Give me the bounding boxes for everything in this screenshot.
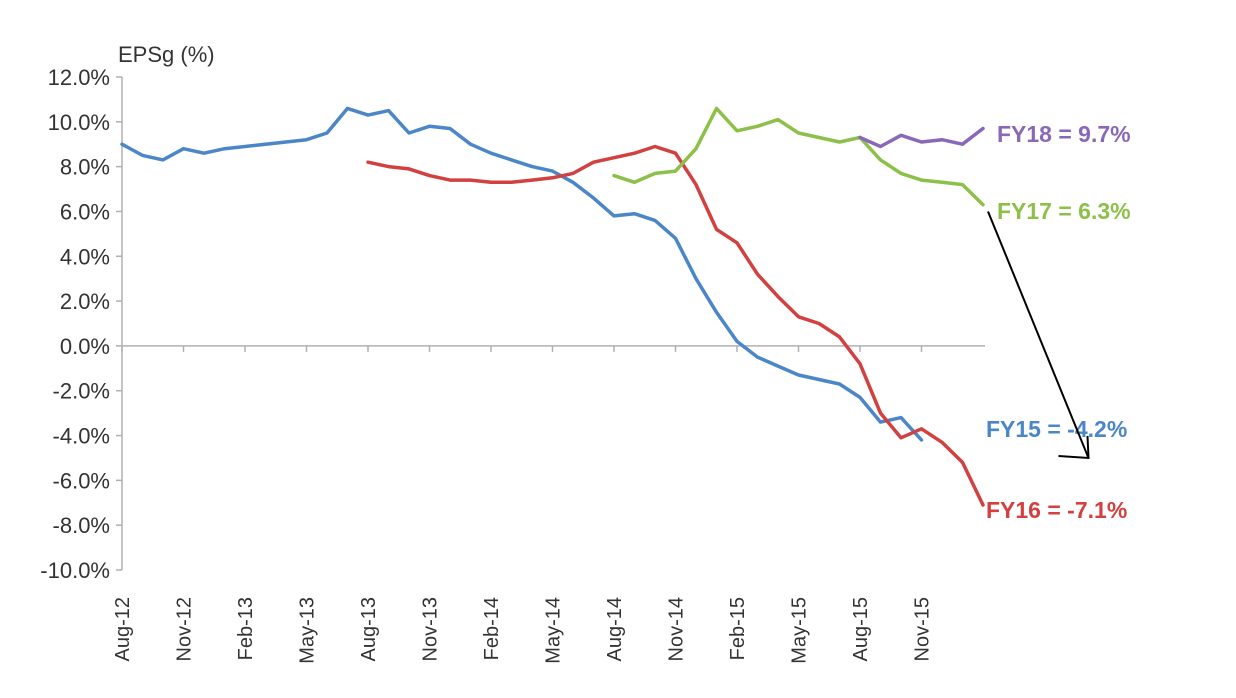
y-tick-label: -8.0% xyxy=(53,513,110,538)
y-tick-label: 12.0% xyxy=(48,65,110,90)
series-label-3: FY17 = 6.3% xyxy=(997,198,1131,224)
x-tick-label: Aug-13 xyxy=(358,597,380,662)
y-tick-label: 10.0% xyxy=(48,110,110,135)
x-tick-label: Nov-12 xyxy=(174,597,196,661)
x-tick-label: Feb-13 xyxy=(235,597,257,660)
series-layer: FY15 = -4.2% FY16 = -7.1% FY17 = 6.3% FY18 … xyxy=(120,106,1131,523)
x-tick-label: Aug-15 xyxy=(850,597,872,662)
y-tick-label: 4.0% xyxy=(60,244,110,269)
y-axis: 12.0% 10.0% 8.0% 6.0% 4.0% 2.0% 0.0% -2.0% -4.0%… xyxy=(40,65,123,583)
y-tick-label: 0.0% xyxy=(60,334,110,359)
series-line-4 xyxy=(858,126,985,149)
x-tick-label: Nov-15 xyxy=(912,597,934,661)
series-label-1: FY15 = -4.2% xyxy=(986,416,1127,442)
annotation-layer xyxy=(987,211,1090,460)
series-line-1 xyxy=(120,106,924,442)
y-tick-label: 8.0% xyxy=(60,155,110,180)
x-tick-label: May-14 xyxy=(543,597,565,664)
x-tick-label: Nov-13 xyxy=(420,597,442,661)
x-tick-label: Nov-14 xyxy=(666,597,688,661)
y-tick-label: 6.0% xyxy=(60,199,110,224)
trend-arrow-line xyxy=(987,211,1090,459)
trend-arrow-head xyxy=(1058,435,1090,460)
y-tick-label: -6.0% xyxy=(53,468,110,493)
x-tick-label: May-15 xyxy=(789,597,811,664)
x-tick-label: Aug-12 xyxy=(112,597,134,662)
y-tick-label: -4.0% xyxy=(53,424,110,449)
x-tick-label: May-13 xyxy=(297,597,319,664)
series-line-3 xyxy=(612,106,985,207)
y-axis-title: EPSg (%) xyxy=(118,42,215,67)
series-label-4: FY18 = 9.7% xyxy=(997,121,1131,147)
y-tick-label: -2.0% xyxy=(53,379,110,404)
x-tick-label: Feb-14 xyxy=(481,597,503,660)
x-axis: Aug-12 Nov-12 Feb-13 May-13 Aug-13 Nov-13 Feb-… xyxy=(112,345,985,664)
x-tick-label: Aug-14 xyxy=(604,597,626,662)
y-tick-label: 2.0% xyxy=(60,289,110,314)
y-tick-label: -10.0% xyxy=(40,558,110,583)
x-tick-label: Feb-15 xyxy=(727,597,749,660)
series-line-2 xyxy=(366,144,985,507)
series-label-2: FY16 = -7.1% xyxy=(986,497,1127,523)
